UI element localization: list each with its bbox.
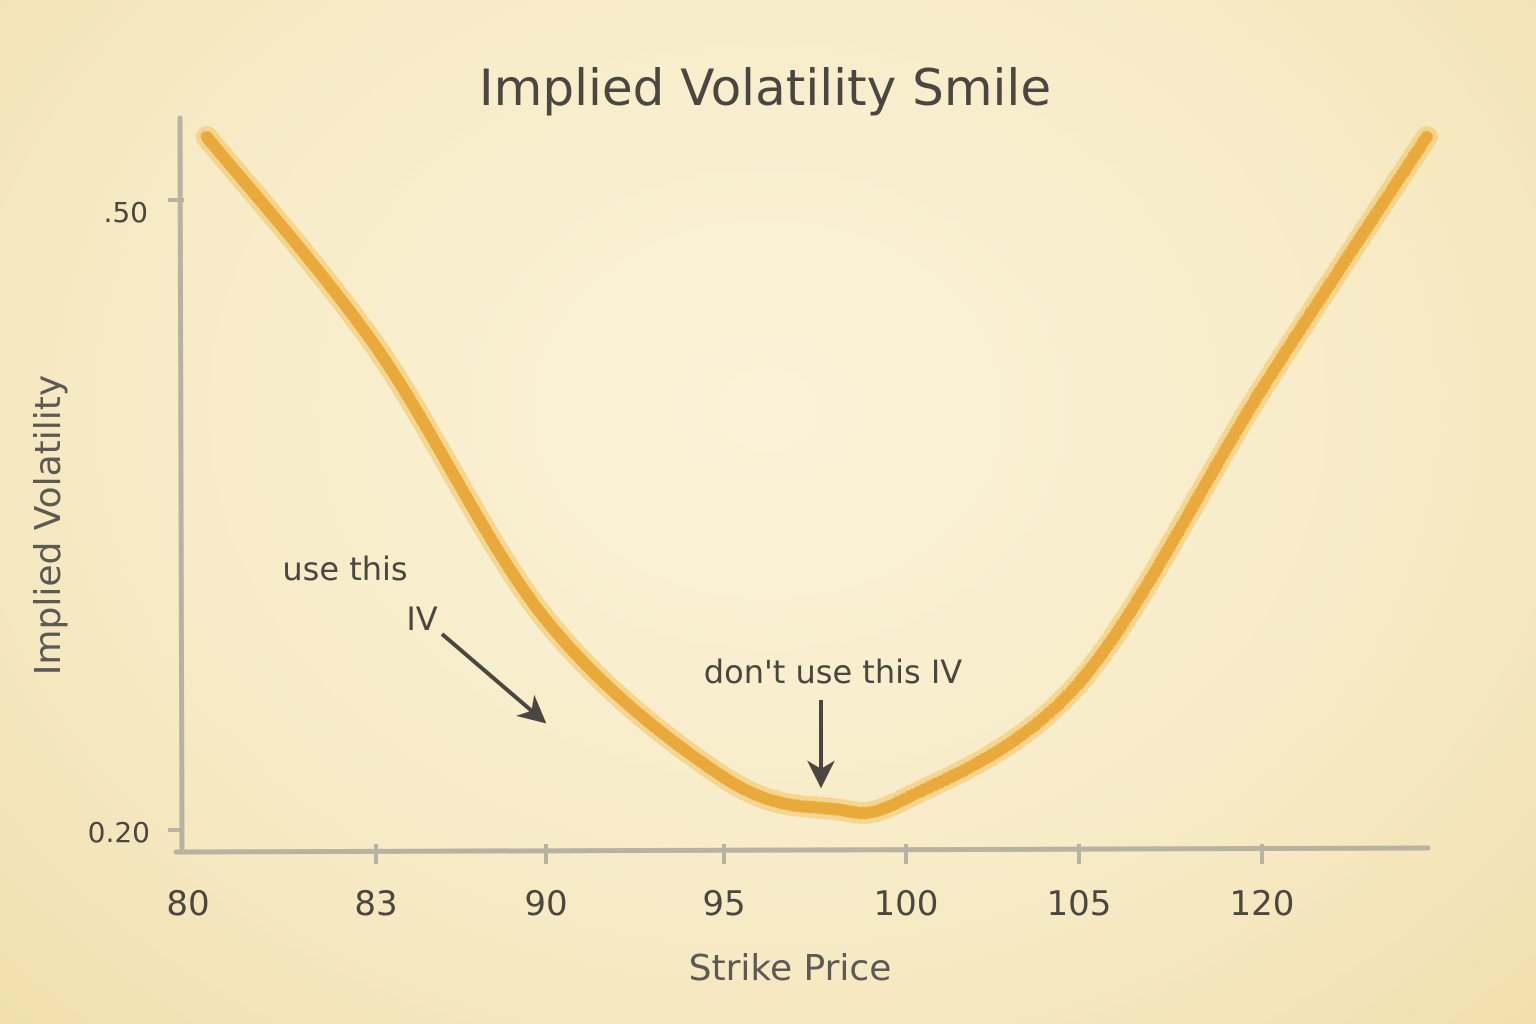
annotation-dont-use: don't use this IV [704, 653, 963, 691]
y-axis-label: Implied Volatility [28, 375, 69, 675]
annotation-use-this: use this [282, 550, 407, 588]
x-tick-label: 83 [354, 884, 397, 924]
x-tick-label: 105 [1047, 884, 1112, 924]
x-tick-label: 95 [702, 884, 745, 924]
x-axis-line [173, 845, 1431, 855]
x-tick-label: 100 [874, 884, 939, 924]
chart-title: Implied Volatility Smile [479, 59, 1051, 117]
y-tick-label: .50 [103, 196, 148, 229]
series-line [200, 131, 1433, 819]
x-tick-label: 90 [524, 884, 567, 924]
annotation-use-this-iv: IV [406, 600, 437, 638]
x-tick-label: 80 [166, 884, 209, 924]
y-axis-line [177, 115, 185, 855]
x-tick-group: 80 83 90 95 100 105 120 [166, 844, 1294, 924]
x-tick-label: 120 [1230, 884, 1295, 924]
series-line-wash [195, 126, 1438, 824]
x-axis-label: Strike Price [689, 948, 892, 989]
arrow-use-this-iv [440, 632, 547, 724]
series-points [204, 134, 1430, 812]
y-tick-label: 0.20 [88, 816, 150, 849]
